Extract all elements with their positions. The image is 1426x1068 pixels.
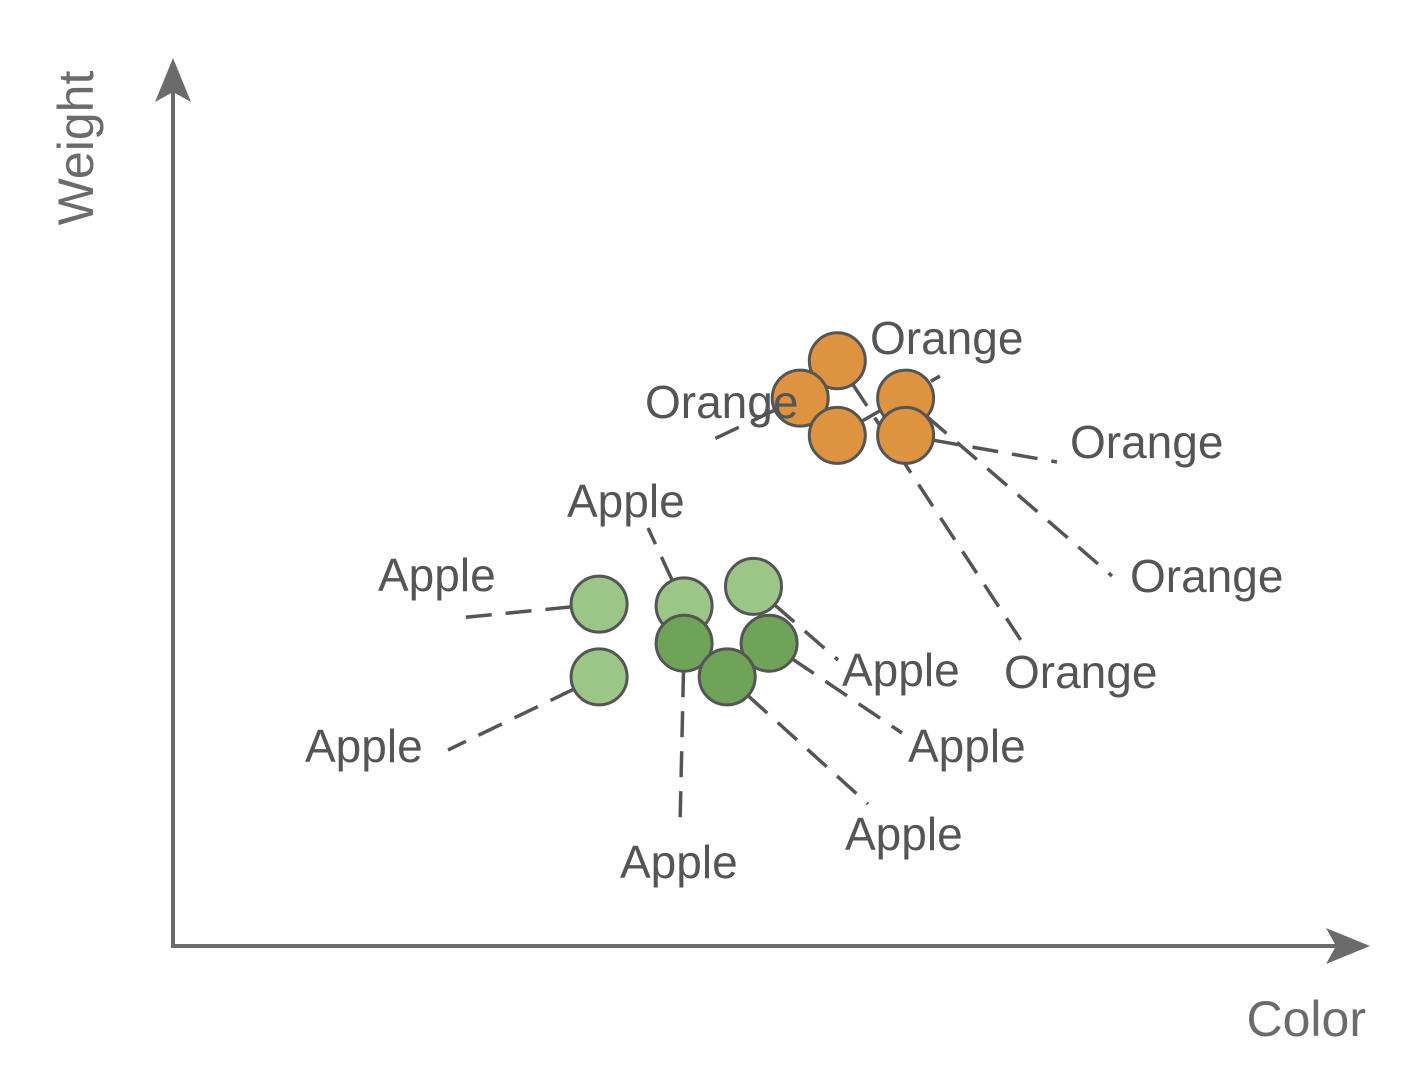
data-point-orange (876, 405, 936, 465)
point-label-apple: Apple (845, 808, 963, 860)
data-point-apple (654, 613, 714, 673)
leader-line (773, 603, 840, 662)
leader-line (711, 408, 776, 442)
leader-line (646, 527, 674, 582)
point-label-orange: Orange (1004, 646, 1157, 698)
point-label-apple: Apple (567, 475, 685, 527)
data-point-orange (770, 368, 830, 428)
data-points (569, 331, 936, 707)
y-axis-label: Weight (48, 71, 104, 226)
point-label-apple: Apple (842, 644, 960, 696)
data-point-apple (739, 613, 799, 673)
leader-line (746, 694, 870, 806)
axes: Color Weight (48, 58, 1370, 1047)
point-labels: Orange Orange Orange Orange Orange Apple Apple… (305, 312, 1283, 888)
point-label-apple: Apple (908, 720, 1026, 772)
point-label-orange: Orange (1130, 550, 1283, 602)
leader-line (791, 657, 903, 735)
leader-line (678, 671, 686, 827)
data-point-orange (807, 405, 867, 465)
leader-line (447, 687, 575, 752)
x-axis-arrow-icon (1326, 928, 1370, 964)
x-axis-label: Color (1247, 991, 1366, 1047)
leader-line (457, 605, 572, 620)
point-label-orange: Orange (645, 376, 798, 428)
point-label-apple: Apple (378, 549, 496, 601)
point-label-apple: Apple (620, 836, 738, 888)
leader-line (932, 438, 1058, 464)
data-point-apple (569, 574, 629, 634)
point-label-orange: Orange (1070, 416, 1223, 468)
data-point-apple (724, 556, 783, 616)
data-point-apple (697, 647, 757, 707)
leader-line (851, 383, 1024, 643)
data-point-apple (569, 647, 629, 707)
point-label-apple: Apple (305, 720, 423, 772)
y-axis-arrow-icon (155, 58, 191, 102)
point-label-orange: Orange (870, 312, 1023, 364)
data-point-orange (807, 331, 867, 391)
